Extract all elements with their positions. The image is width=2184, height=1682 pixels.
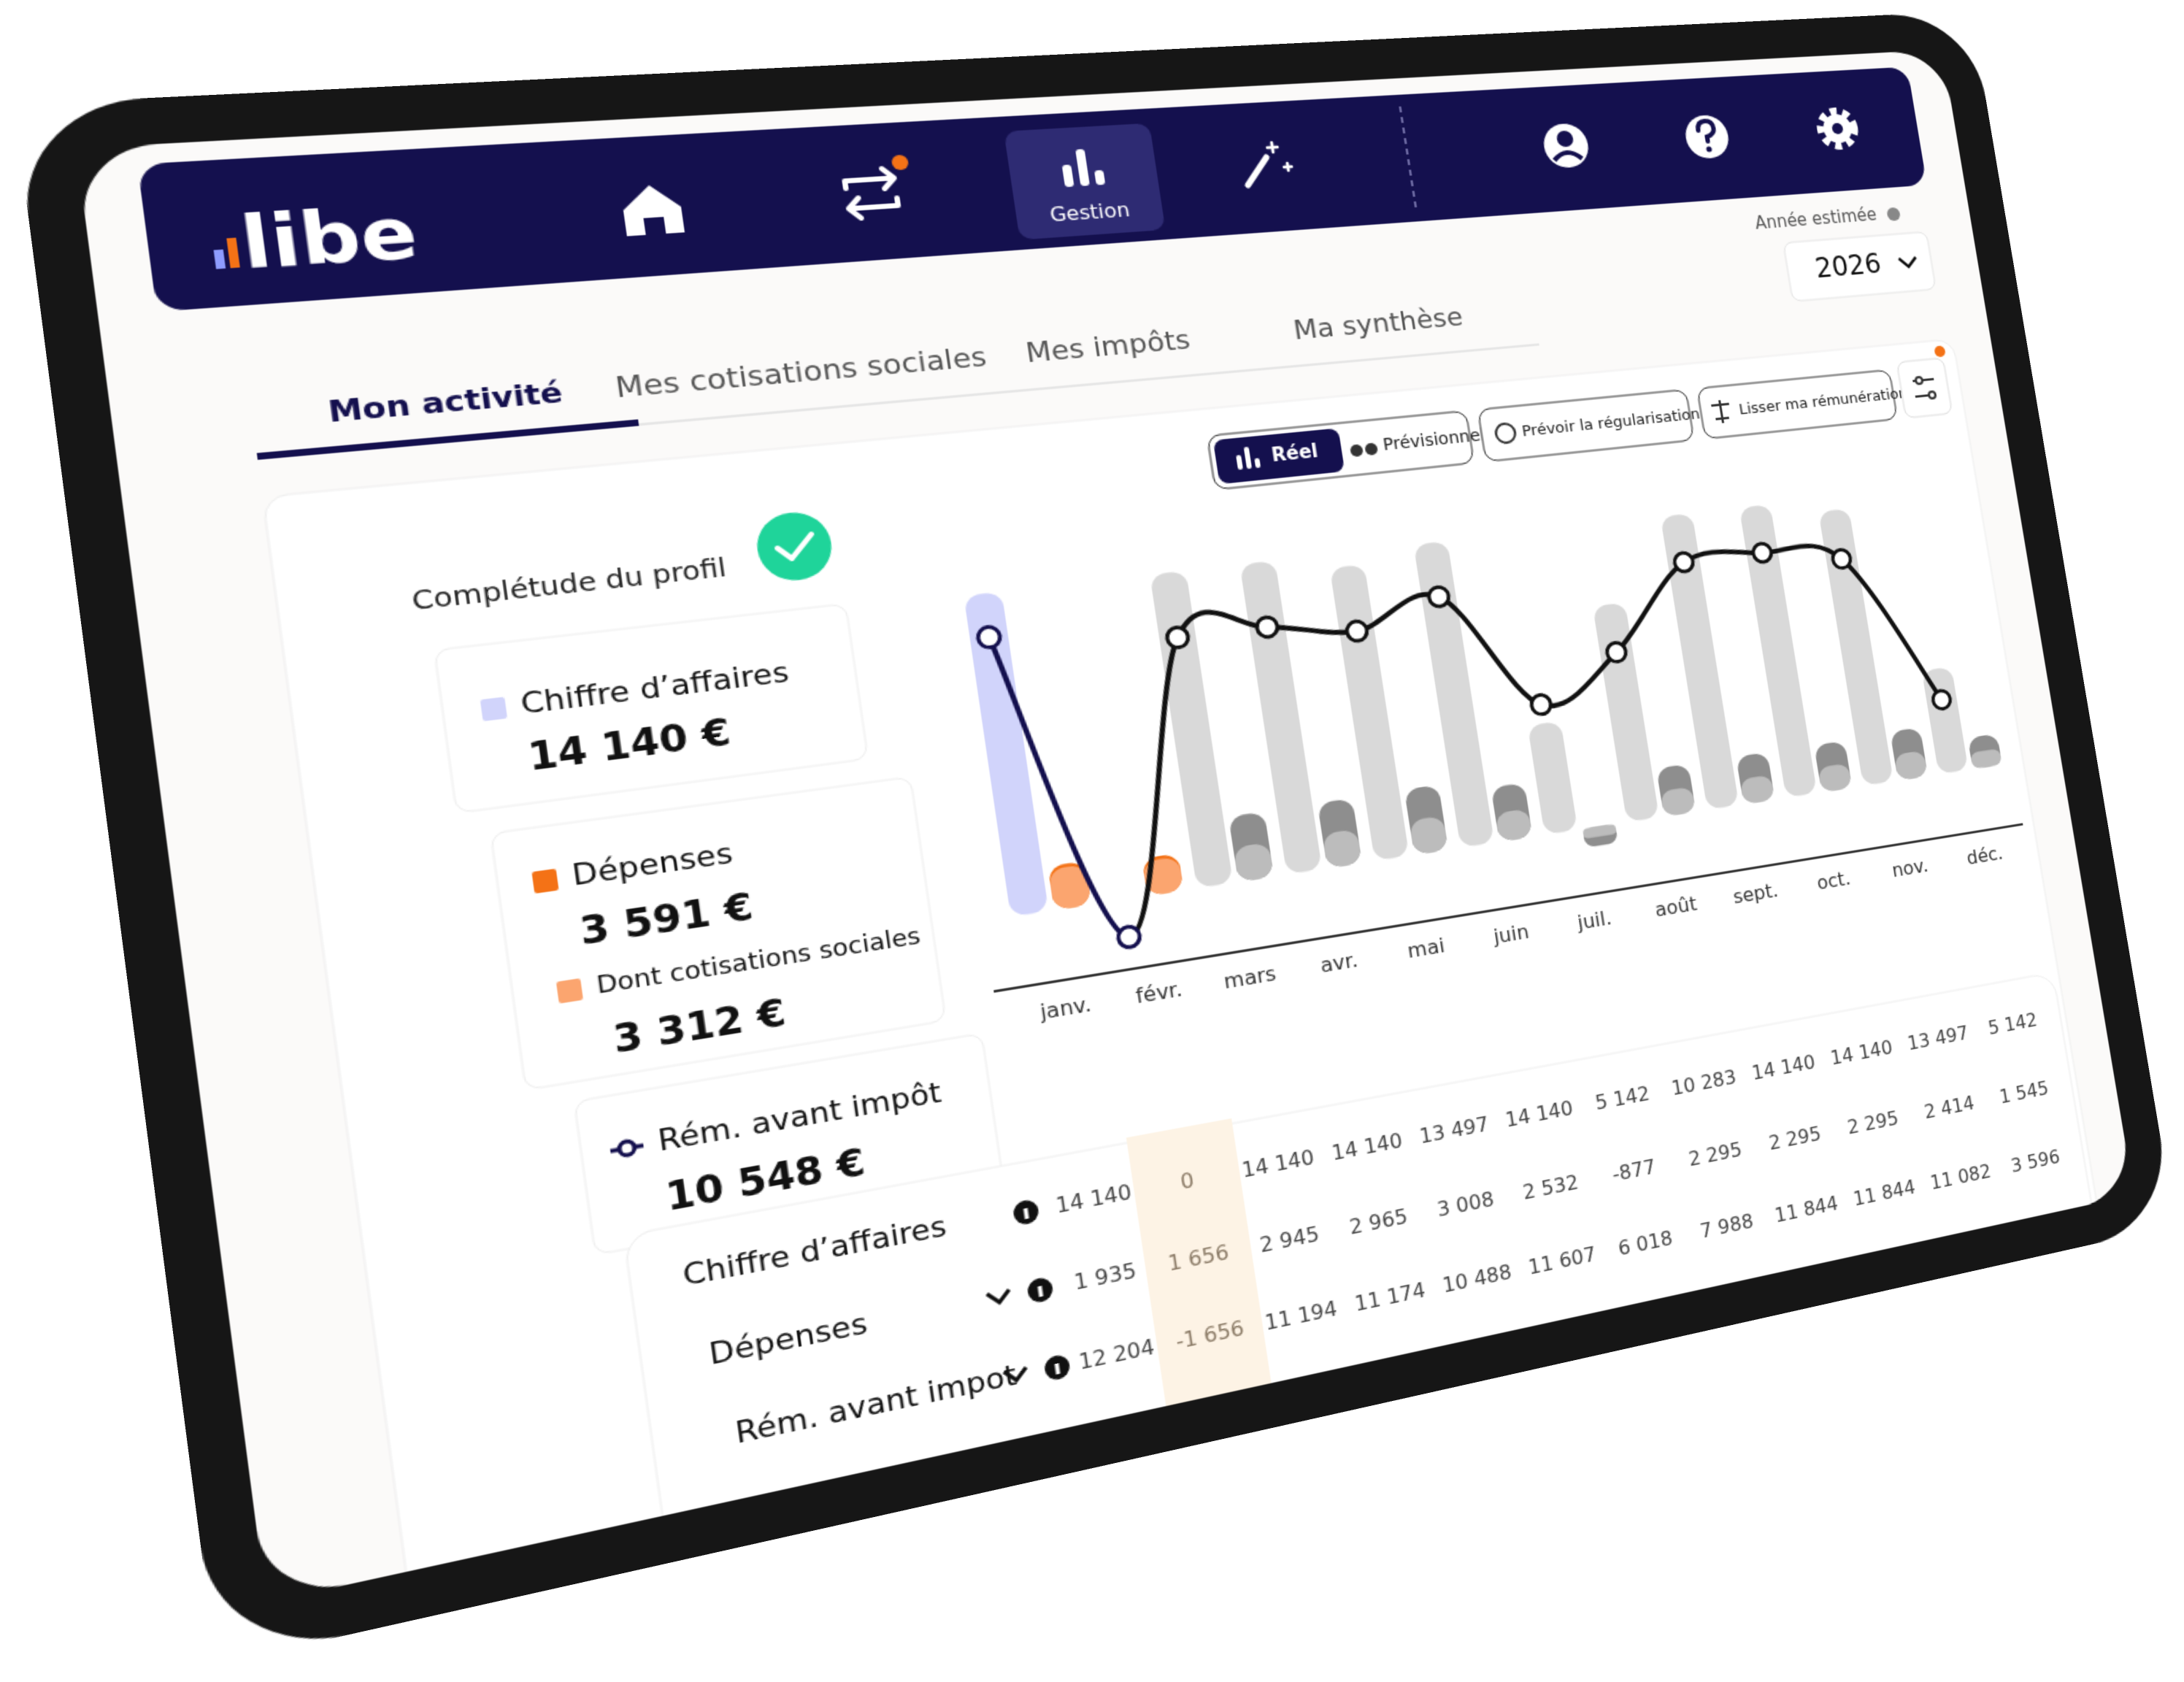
legend-swatch	[556, 978, 583, 1004]
line-marker	[1256, 616, 1279, 638]
line-marker	[1166, 626, 1189, 649]
line-marker	[1606, 642, 1627, 663]
filter-icon	[1929, 391, 1936, 399]
page: libe dashboard { "nav": {"logo": "libe",…	[0, 0, 2184, 1682]
tablet: libe Gestion	[14, 11, 2175, 1664]
line-marker	[1831, 549, 1852, 569]
filter-button[interactable]	[1896, 358, 1952, 418]
line-marker	[1752, 542, 1772, 563]
logo: libe	[236, 191, 422, 286]
legend-marker	[618, 1140, 635, 1156]
line-marker	[1345, 621, 1368, 642]
legend-swatch	[531, 869, 558, 894]
line-marker	[1428, 586, 1450, 607]
filter-icon	[1915, 377, 1923, 384]
line-marker	[1117, 925, 1141, 948]
page-body: libe Gestion	[0, 0, 2184, 1682]
line-marker	[1673, 552, 1694, 572]
legend-swatch	[480, 697, 507, 722]
tablet-screen: libe Gestion	[14, 11, 2175, 1664]
line-marker	[1931, 689, 1951, 710]
year-value: 2026	[1813, 248, 1884, 285]
line-marker	[977, 626, 1001, 648]
line-marker	[1530, 694, 1552, 715]
